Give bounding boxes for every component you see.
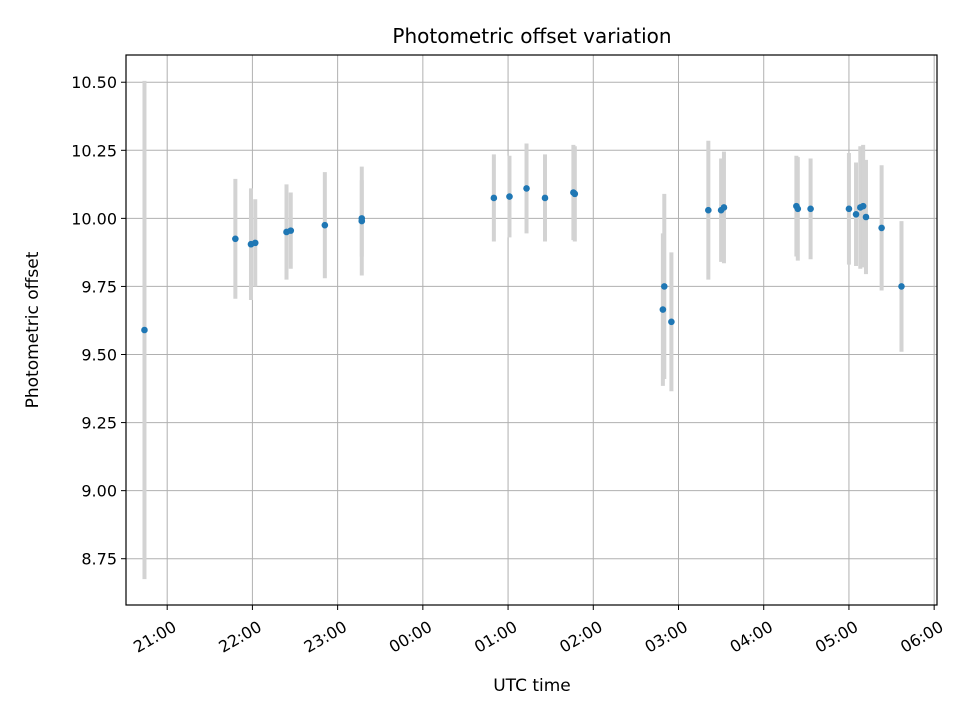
x-tick-label: 00:00 bbox=[386, 617, 435, 657]
data-point bbox=[490, 194, 498, 202]
y-tick-label: 9.50 bbox=[81, 346, 117, 365]
plot-frame bbox=[125, 54, 938, 606]
y-tick-label: 10.00 bbox=[71, 209, 117, 228]
data-point bbox=[862, 213, 870, 221]
data-point bbox=[232, 235, 239, 243]
data-point bbox=[720, 204, 728, 211]
x-tick-label: 06:00 bbox=[897, 617, 946, 657]
x-tick-label: 23:00 bbox=[301, 617, 350, 657]
y-tick-label: 9.25 bbox=[81, 414, 117, 433]
data-point bbox=[506, 193, 513, 200]
data-point bbox=[878, 224, 885, 232]
grid bbox=[126, 55, 937, 605]
data-point bbox=[321, 221, 329, 229]
data-point bbox=[794, 205, 802, 213]
data-point bbox=[251, 239, 259, 247]
x-tick-label: 04:00 bbox=[727, 617, 776, 657]
x-tick-label: 05:00 bbox=[812, 617, 861, 657]
data-point bbox=[287, 227, 295, 234]
y-axis-ticks: 8.75 9.00 9.25 9.50 9.75 10.00 10.25 10.50 bbox=[71, 73, 126, 569]
x-axis-label: UTC time bbox=[493, 676, 571, 696]
data-point bbox=[852, 210, 860, 218]
y-axis-label: Photometric offset bbox=[23, 251, 43, 408]
data-point bbox=[659, 306, 667, 313]
data-point bbox=[705, 206, 712, 214]
y-tick-label: 8.75 bbox=[81, 550, 117, 569]
x-tick-label: 02:00 bbox=[556, 617, 605, 657]
data-point bbox=[807, 205, 814, 213]
y-tick-label: 9.00 bbox=[81, 482, 117, 501]
data-point bbox=[141, 326, 148, 334]
data-point bbox=[898, 283, 905, 290]
data-point bbox=[358, 217, 366, 225]
data-point bbox=[541, 194, 549, 202]
y-tick-label: 9.75 bbox=[81, 277, 117, 296]
error-bars bbox=[142, 80, 904, 580]
x-tick-label: 01:00 bbox=[471, 617, 520, 657]
y-tick-label: 10.25 bbox=[71, 141, 117, 160]
data-point bbox=[523, 185, 530, 192]
x-axis-ticks: 21:00 22:00 23:00 00:00 01:00 02:00 03:00 04:00… bbox=[130, 605, 947, 657]
data-point bbox=[668, 318, 675, 326]
data-point bbox=[845, 205, 853, 213]
y-tick-label: 10.50 bbox=[71, 73, 117, 92]
data-points bbox=[141, 185, 905, 334]
x-tick-label: 22:00 bbox=[215, 617, 264, 657]
data-point bbox=[859, 202, 867, 210]
x-tick-label: 21:00 bbox=[130, 617, 179, 657]
chart-title: Photometric offset variation bbox=[392, 24, 671, 48]
x-tick-label: 03:00 bbox=[641, 617, 690, 657]
data-point bbox=[571, 190, 579, 198]
data-point bbox=[660, 283, 668, 290]
